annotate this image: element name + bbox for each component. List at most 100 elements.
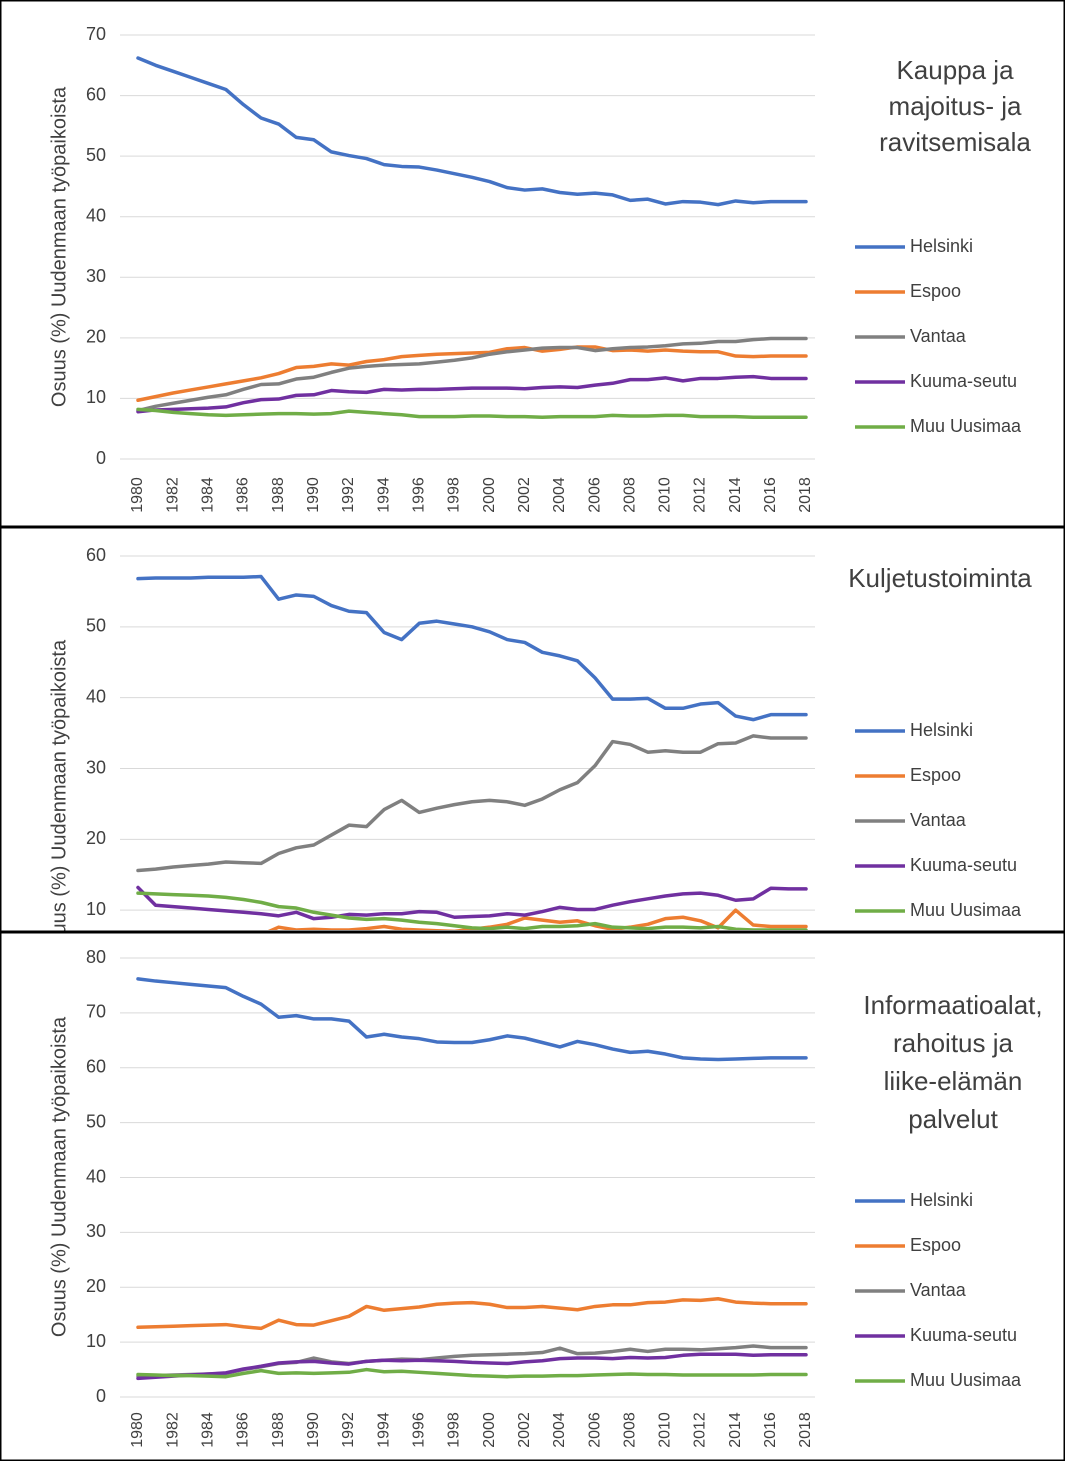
x-tick-label: 2014: [727, 1412, 744, 1448]
x-tick-label: 1984: [200, 1412, 217, 1448]
x-tick-label: 1982: [164, 477, 181, 513]
y-tick-label: 10: [86, 387, 106, 407]
y-tick-label: 80: [86, 947, 106, 967]
y-tick-label: 60: [86, 545, 106, 565]
y-tick-label: 20: [86, 1276, 106, 1296]
legend-label: Kuuma-seutu: [910, 1325, 1017, 1345]
x-tick-label: 1998: [446, 477, 463, 513]
series-line: [136, 1367, 808, 1379]
x-tick-label: 1992: [340, 477, 357, 513]
y-tick-label: 20: [86, 828, 106, 848]
series-line: [136, 345, 808, 402]
y-tick-label: 20: [86, 327, 106, 347]
x-tick-label: 2004: [551, 477, 568, 513]
series-line: [136, 336, 808, 413]
panel-border: [0, 527, 1065, 932]
x-tick-label: 1992: [340, 1412, 357, 1448]
legend-label: Kuuma-seutu: [910, 855, 1017, 875]
x-tick-label: 2008: [621, 1412, 638, 1448]
x-tick-label: 1988: [270, 477, 287, 513]
chart-panel: 0 10 20 30 40 50 60 70 1980 1982 1984 1986 1988 1990 1…: [48, 24, 1031, 513]
series-line: [136, 374, 808, 414]
x-tick-label: 2006: [586, 477, 603, 513]
y-tick-label: 70: [86, 1002, 106, 1022]
x-tick-label: 1996: [410, 1412, 427, 1448]
legend-label: Espoo: [910, 281, 961, 301]
x-tick-label: 2016: [762, 477, 779, 513]
legend-label: Espoo: [910, 765, 961, 785]
x-tick-label: 2014: [727, 477, 744, 513]
x-tick-label: 1988: [270, 1412, 287, 1448]
y-tick-label: 60: [86, 1057, 106, 1077]
x-tick-label: 2012: [692, 1412, 709, 1448]
series-line: [136, 885, 808, 921]
y-tick-label: 40: [86, 686, 106, 706]
y-tick-label: 30: [86, 757, 106, 777]
y-tick-label: 40: [86, 1166, 106, 1186]
y-tick-label: 60: [86, 84, 106, 104]
y-tick-label: 10: [86, 899, 106, 919]
panel-border: [0, 932, 1065, 1461]
x-tick-label: 1990: [305, 1412, 322, 1448]
panel-border: [0, 0, 1065, 527]
x-tick-label: 1994: [375, 1412, 392, 1448]
chart-title: majoitus- ja: [889, 91, 1022, 121]
legend-label: Kuuma-seutu: [910, 371, 1017, 391]
x-tick-label: 2018: [797, 477, 814, 513]
x-tick-label: 1986: [235, 477, 252, 513]
legend-label: Helsinki: [910, 236, 973, 256]
legend-label: Vantaa: [910, 810, 967, 830]
x-tick-label: 2000: [481, 477, 498, 513]
x-tick-label: 1996: [410, 477, 427, 513]
x-tick-label: 1998: [446, 1412, 463, 1448]
series-line: [136, 1297, 808, 1331]
series-line: [136, 891, 808, 930]
y-tick-label: 50: [86, 1111, 106, 1131]
series-line: [136, 574, 808, 722]
legend-label: Helsinki: [910, 720, 973, 740]
y-tick-label: 30: [86, 266, 106, 286]
x-tick-label: 2008: [621, 477, 638, 513]
y-axis-label: Osuus (%) Uudenmaan työpaikoista: [48, 639, 70, 960]
legend-label: Muu Uusimaa: [910, 900, 1022, 920]
chart-title: Informaatioalat,: [863, 990, 1042, 1020]
series-line: [136, 734, 808, 873]
series-line: [136, 407, 808, 419]
series-line: [136, 1352, 808, 1381]
x-tick-label: 2000: [481, 1412, 498, 1448]
chart-panel: 0 10 20 30 40 50 60 70 80 1980 1982 1984 1986 1988 199…: [48, 947, 1042, 1448]
x-tick-label: 1984: [200, 477, 217, 513]
chart-title: liike-elämän: [884, 1066, 1023, 1096]
x-tick-label: 2016: [762, 1412, 779, 1448]
y-axis-label: Osuus (%) Uudenmaan työpaikoista: [48, 86, 70, 407]
y-tick-label: 10: [86, 1331, 106, 1351]
y-tick-label: 30: [86, 1221, 106, 1241]
chart-panel: 10 20 30 40 50 60 Osuus (%) Uudenmaan työpaiko…: [48, 545, 1032, 960]
legend-label: Helsinki: [910, 1190, 973, 1210]
x-tick-label: 2010: [657, 1412, 674, 1448]
y-tick-label: 70: [86, 24, 106, 44]
y-tick-label: 0: [96, 1386, 106, 1406]
plot-area: [136, 574, 808, 930]
chart-title: Kauppa ja: [896, 55, 1014, 85]
x-tick-label: 1980: [129, 477, 146, 513]
legend-label: Muu Uusimaa: [910, 416, 1022, 436]
y-tick-label: 40: [86, 205, 106, 225]
x-tick-label: 1986: [235, 1412, 252, 1448]
x-tick-label: 1990: [305, 477, 322, 513]
plot-area: [136, 977, 808, 1381]
x-tick-label: 2006: [586, 1412, 603, 1448]
y-axis-label: Osuus (%) Uudenmaan työpaikoista: [48, 1016, 70, 1337]
legend-label: Vantaa: [910, 326, 967, 346]
chart-title: Kuljetustoiminta: [848, 563, 1032, 593]
legend-label: Muu Uusimaa: [910, 1370, 1022, 1390]
x-tick-label: 1982: [164, 1412, 181, 1448]
series-line: [136, 56, 808, 207]
x-tick-label: 2002: [516, 1412, 533, 1448]
chart-title: palvelut: [908, 1104, 998, 1134]
series-line: [136, 977, 808, 1062]
y-tick-label: 50: [86, 145, 106, 165]
series-line: [267, 908, 808, 930]
